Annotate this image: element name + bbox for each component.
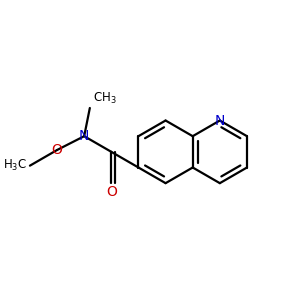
Text: CH$_3$: CH$_3$ bbox=[93, 91, 116, 106]
Text: O: O bbox=[52, 143, 62, 157]
Text: H$_3$C: H$_3$C bbox=[3, 158, 27, 173]
Text: N: N bbox=[214, 113, 225, 128]
Text: N: N bbox=[79, 129, 89, 143]
Text: O: O bbox=[106, 185, 117, 199]
